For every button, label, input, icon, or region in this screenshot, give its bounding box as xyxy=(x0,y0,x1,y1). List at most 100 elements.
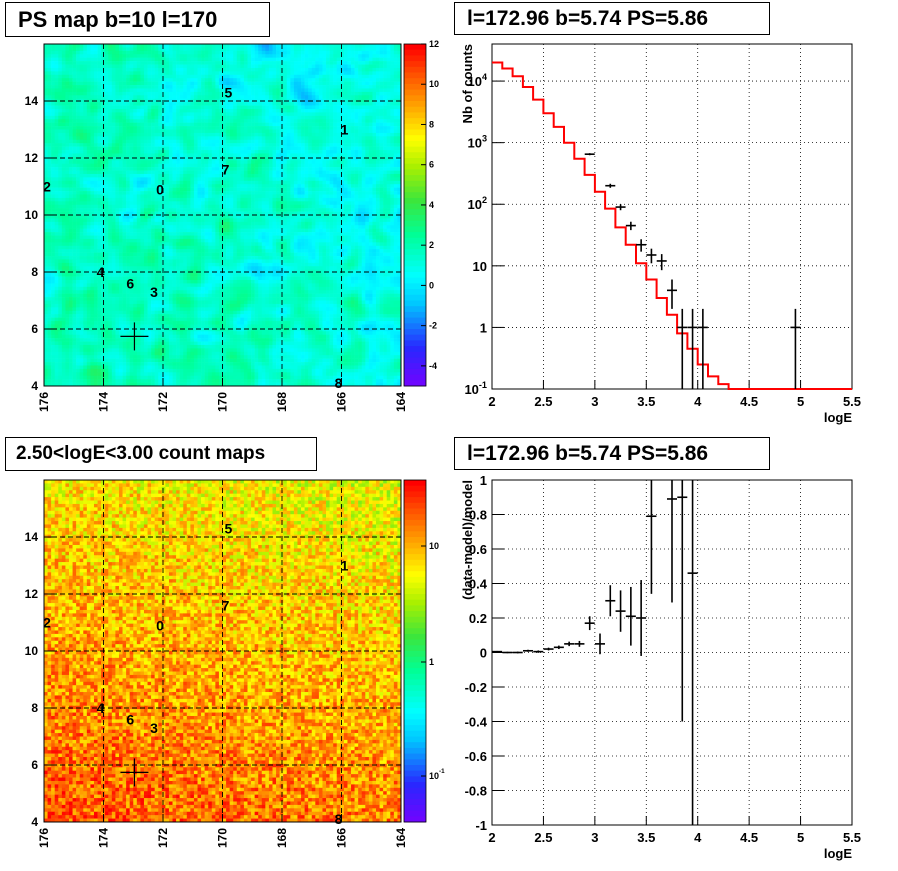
heatmap-cell xyxy=(115,54,120,58)
heatmap-cell xyxy=(236,81,241,86)
heatmap-cell xyxy=(183,71,188,76)
heatmap-cell xyxy=(168,201,173,206)
heatmap-cell xyxy=(151,208,155,212)
heatmap-cell xyxy=(290,122,295,127)
heatmap-cell xyxy=(218,180,223,185)
heatmap-cell xyxy=(133,139,138,144)
heatmap-cell xyxy=(68,61,73,65)
heatmap-cell xyxy=(122,102,127,106)
heatmap-cell xyxy=(358,204,363,209)
heatmap-cell xyxy=(290,173,295,178)
heatmap-cell xyxy=(154,71,159,76)
heatmap-cell xyxy=(186,115,191,120)
heatmap-cell xyxy=(44,191,48,195)
heatmap-cell xyxy=(229,143,234,147)
heatmap-cell xyxy=(208,91,213,96)
heatmap-cell xyxy=(386,143,391,147)
heatmap-cell xyxy=(165,187,170,192)
heatmap-cell xyxy=(186,177,191,182)
heatmap-cell xyxy=(247,50,252,55)
heatmap-cell xyxy=(58,119,63,123)
heatmap-cell xyxy=(201,57,205,62)
heatmap-cell xyxy=(129,143,134,147)
heatmap-cell xyxy=(68,194,73,199)
heatmap-cell xyxy=(272,129,277,134)
heatmap-cell xyxy=(222,156,227,161)
heatmap-cell xyxy=(115,102,120,106)
heatmap-cell xyxy=(165,173,170,178)
heatmap-cell xyxy=(390,208,395,212)
heatmap-cell xyxy=(361,78,366,82)
heatmap-cell xyxy=(326,170,330,175)
heatmap-cell xyxy=(304,108,309,113)
heatmap-cell xyxy=(104,160,109,164)
heatmap-cell xyxy=(265,102,270,106)
heatmap-cell xyxy=(218,122,223,127)
heatmap-cell xyxy=(397,67,402,72)
heatmap-cell xyxy=(390,102,395,106)
heatmap-cell xyxy=(44,61,48,65)
heatmap-cell xyxy=(143,54,148,58)
heatmap-cell xyxy=(258,187,263,192)
heatmap-cell xyxy=(265,108,270,113)
heatmap-cell xyxy=(118,108,123,113)
heatmap-cell xyxy=(233,167,238,171)
heatmap-cell xyxy=(90,139,95,144)
heatmap-cell xyxy=(76,95,80,100)
heatmap-cell xyxy=(243,81,248,86)
heatmap-cell xyxy=(190,54,195,58)
heatmap-cell xyxy=(343,143,348,147)
heatmap-cell xyxy=(233,211,238,216)
heatmap-cell xyxy=(133,194,138,199)
heatmap-cell xyxy=(265,139,270,144)
heatmap-cell xyxy=(218,95,223,100)
heatmap-cell xyxy=(397,108,402,113)
heatmap-cell xyxy=(136,78,141,82)
heatmap-cell xyxy=(136,197,141,202)
heatmap-cell xyxy=(193,67,198,72)
heatmap-cell xyxy=(222,191,227,195)
heatmap-cell xyxy=(179,167,184,171)
heatmap-cell xyxy=(104,194,109,199)
heatmap-cell xyxy=(308,197,313,202)
heatmap-cell xyxy=(354,78,359,82)
heatmap-cell xyxy=(354,85,359,89)
heatmap-cell xyxy=(111,191,116,195)
heatmap-cell xyxy=(58,64,63,69)
heatmap-cell xyxy=(347,57,352,62)
heatmap-cell xyxy=(76,102,80,106)
heatmap-cell xyxy=(308,204,313,209)
heatmap-cell xyxy=(343,153,348,158)
heatmap-cell xyxy=(386,71,391,76)
heatmap-cell xyxy=(104,122,109,127)
heatmap-cell xyxy=(76,64,80,69)
heatmap-cell xyxy=(68,197,73,202)
heatmap-cell xyxy=(326,122,330,127)
heatmap-cell xyxy=(358,129,363,134)
heatmap-cell xyxy=(190,61,195,65)
heatmap-cell xyxy=(365,208,370,212)
heatmap-cell xyxy=(272,146,277,151)
heatmap-cell xyxy=(354,187,359,192)
heatmap-cell xyxy=(161,146,166,151)
heatmap-cell xyxy=(315,112,320,117)
heatmap-cell xyxy=(140,197,145,202)
heatmap-cell xyxy=(79,146,84,151)
heatmap-cell xyxy=(333,129,338,134)
heatmap-cell xyxy=(301,167,305,171)
heatmap-cell xyxy=(133,163,138,168)
heatmap-cell xyxy=(279,95,284,100)
heatmap-cell xyxy=(397,167,402,171)
heatmap-cell xyxy=(222,180,227,185)
heatmap-cell xyxy=(272,108,277,113)
heatmap-cell xyxy=(68,95,73,100)
heatmap-cell xyxy=(336,163,341,168)
heatmap-cell xyxy=(154,50,159,55)
heatmap-cell xyxy=(47,136,52,141)
heatmap-cell xyxy=(376,115,380,120)
heatmap-cell xyxy=(329,44,334,48)
heatmap-cell xyxy=(226,81,230,86)
heatmap-cell xyxy=(261,177,266,182)
heatmap-cell xyxy=(236,153,241,158)
heatmap-cell xyxy=(236,160,241,164)
